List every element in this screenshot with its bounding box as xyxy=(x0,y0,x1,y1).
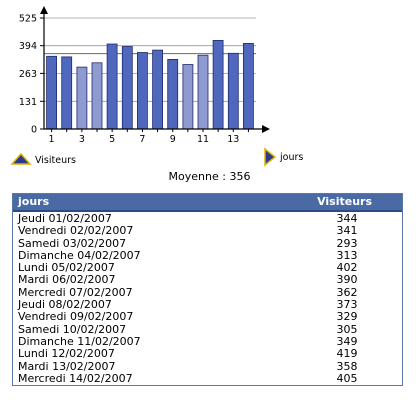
table-row: Samedi 03/02/2007 293 xyxy=(13,236,402,250)
table-row: Lundi 12/02/2007 419 xyxy=(13,347,402,361)
table-row: Lundi 05/02/2007 402 xyxy=(13,261,402,275)
table-row: Dimanche 11/02/2007 349 xyxy=(13,334,402,348)
row-day: Vendredi 02/02/2007 xyxy=(18,224,134,238)
bar xyxy=(106,43,118,130)
row-visitors: 362 xyxy=(336,285,358,299)
row-visitors: 305 xyxy=(336,322,358,336)
chart-grid xyxy=(44,17,256,129)
right-triangle-icon xyxy=(264,147,277,167)
row-day: Mercredi 07/02/2007 xyxy=(18,285,133,299)
x-tick-label: 11 xyxy=(197,134,209,145)
legend-series-label: Visiteurs xyxy=(35,155,76,166)
x-tick-label: 1 xyxy=(49,134,55,145)
x-tick-label: 7 xyxy=(139,134,145,145)
row-visitors: 313 xyxy=(336,248,358,262)
x-tick-label: 3 xyxy=(79,134,85,145)
table-row: Jeudi 01/02/2007 344 xyxy=(13,212,402,225)
row-day: Mardi 06/02/2007 xyxy=(18,273,116,287)
x-tick-label: 13 xyxy=(227,134,239,145)
y-tick-label: 394 xyxy=(19,41,37,52)
x-tick-label: 5 xyxy=(109,134,115,145)
row-day: Samedi 10/02/2007 xyxy=(18,322,127,336)
table-row: Mardi 06/02/2007 390 xyxy=(13,273,402,287)
bar xyxy=(227,52,239,130)
table-header: jours Visiteurs xyxy=(13,194,402,212)
up-triangle-icon xyxy=(10,152,32,165)
bar xyxy=(46,55,57,130)
row-day: Mardi 13/02/2007 xyxy=(18,359,116,373)
average-text: Moyenne : 356 xyxy=(168,170,251,183)
row-day: Vendredi 09/02/2007 xyxy=(18,310,134,324)
bar xyxy=(136,52,148,130)
table-row: Mercredi 07/02/2007 362 xyxy=(13,285,402,299)
bar xyxy=(121,46,133,130)
bar xyxy=(167,59,179,130)
legend-x-axis: jours xyxy=(264,147,303,167)
row-visitors: 390 xyxy=(336,273,358,287)
row-visitors: 344 xyxy=(336,212,358,225)
y-tick-label: 0 xyxy=(31,125,37,136)
row-visitors: 358 xyxy=(336,359,358,373)
y-tick-label: 525 xyxy=(19,14,37,25)
table-row: Jeudi 08/02/2007 373 xyxy=(13,298,402,312)
bar xyxy=(61,56,73,130)
table-row: Dimanche 04/02/2007 313 xyxy=(13,248,402,262)
y-tick-label: 131 xyxy=(19,97,37,108)
row-day: Dimanche 11/02/2007 xyxy=(18,334,141,348)
table-row: Mercredi 14/02/2007 405 xyxy=(13,371,402,385)
table-row: Samedi 10/02/2007 305 xyxy=(13,322,402,336)
bar xyxy=(152,49,164,130)
row-day: Lundi 12/02/2007 xyxy=(18,347,115,361)
row-visitors: 402 xyxy=(336,261,358,275)
row-day: Lundi 05/02/2007 xyxy=(18,261,115,275)
table-body: Jeudi 01/02/2007 344 Vendredi 02/02/2007 34… xyxy=(13,212,402,385)
row-visitors: 329 xyxy=(336,310,358,324)
header-visitors: Visiteurs xyxy=(317,195,372,208)
chart-axes xyxy=(40,6,270,133)
row-visitors: 419 xyxy=(336,347,358,361)
visitors-table: jours Visiteurs Jeudi 01/02/2007 344 Vendr… xyxy=(12,193,403,387)
x-tick-label: 9 xyxy=(170,134,176,145)
row-day: Mercredi 14/02/2007 xyxy=(18,371,133,385)
table-row: Vendredi 09/02/2007 329 xyxy=(13,310,402,324)
row-day: Samedi 03/02/2007 xyxy=(18,236,127,250)
bar xyxy=(76,66,88,130)
y-axis-arrow xyxy=(40,6,48,14)
bar xyxy=(212,40,224,130)
bar xyxy=(91,62,103,130)
table-row: Vendredi 02/02/2007 341 xyxy=(13,224,402,238)
bar xyxy=(242,43,254,130)
row-visitors: 341 xyxy=(336,224,358,238)
row-visitors: 349 xyxy=(336,334,358,348)
header-day: jours xyxy=(18,195,50,208)
row-visitors: 373 xyxy=(336,298,358,312)
y-tick-label: 263 xyxy=(19,69,37,80)
legend-x-label: jours xyxy=(279,152,303,163)
x-axis-arrow xyxy=(262,125,270,133)
row-day: Dimanche 04/02/2007 xyxy=(18,248,141,262)
row-day: Jeudi 08/02/2007 xyxy=(18,298,112,312)
row-visitors: 405 xyxy=(336,371,358,385)
table-row: Mardi 13/02/2007 358 xyxy=(13,359,402,373)
legend-series: Visiteurs xyxy=(10,152,76,166)
bar xyxy=(182,64,194,130)
row-day: Jeudi 01/02/2007 xyxy=(18,212,112,225)
row-visitors: 293 xyxy=(336,236,358,250)
bar xyxy=(197,54,209,130)
